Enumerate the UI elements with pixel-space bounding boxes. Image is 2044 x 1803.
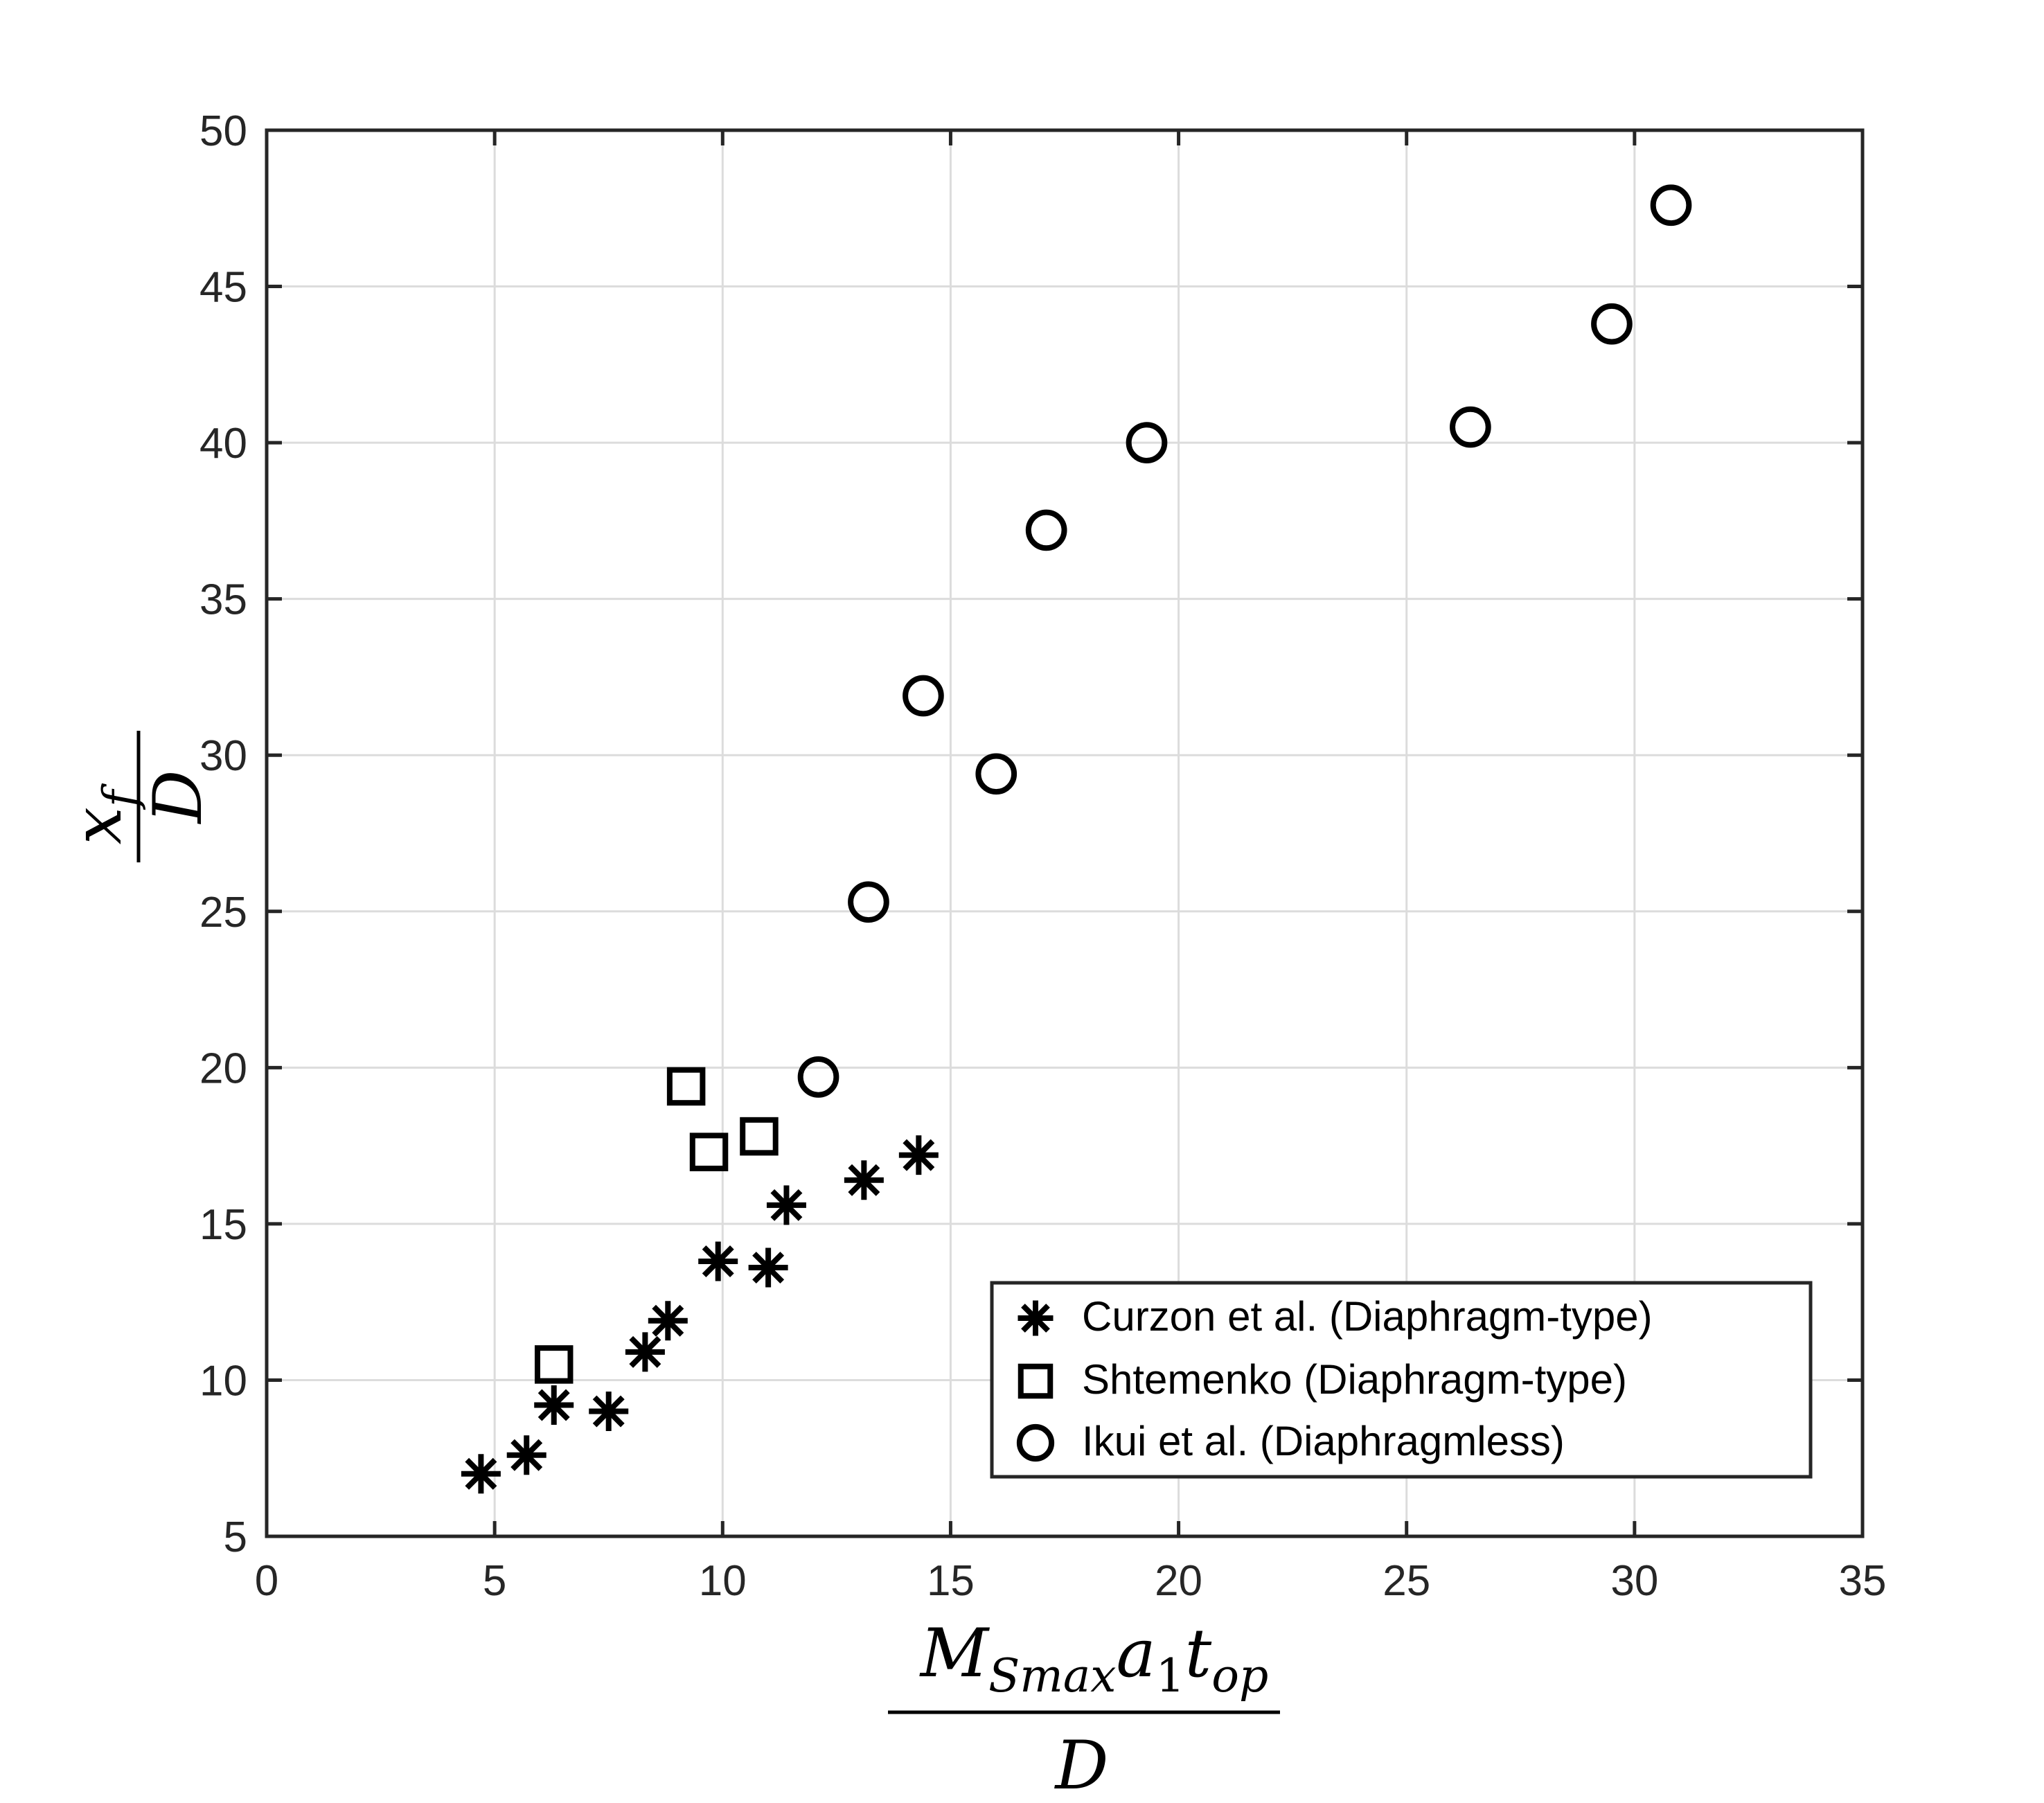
- x-axis-label: MSmaxa1top D: [888, 1615, 1280, 1803]
- data-point-square: [740, 1117, 779, 1156]
- x-tick-label: 5: [483, 1557, 506, 1605]
- data-point-circle: [848, 881, 889, 923]
- legend-label-shtemenko: Shtemenko (Diaphragm-type): [1082, 1356, 1627, 1403]
- legend-label-curzon: Curzon et al. (Diaphragm-type): [1082, 1293, 1653, 1340]
- y-tick-label: 5: [224, 1513, 247, 1561]
- data-point-asterisk: [461, 1454, 501, 1494]
- x-tick-label: 20: [1155, 1557, 1202, 1605]
- x-tick-label: 35: [1839, 1557, 1887, 1605]
- x-label-sub-1: 1: [1156, 1649, 1185, 1703]
- legend-symbol-asterisk: [1017, 1300, 1054, 1336]
- y-axis-label: xf D: [59, 731, 217, 862]
- y-tick-label: 15: [199, 1201, 247, 1249]
- y-label-denominator: D: [139, 770, 217, 825]
- y-tick-label: 30: [199, 732, 247, 780]
- data-point-asterisk: [748, 1247, 788, 1288]
- legend-marker-square: [1017, 1363, 1054, 1399]
- legend-label-ikui: Ikui et al. (Diaphragmless): [1082, 1418, 1565, 1464]
- data-point-circle: [1450, 406, 1491, 448]
- data-point-asterisk: [766, 1185, 806, 1225]
- x-label-numerator: MSmaxa1top: [919, 1615, 1268, 1703]
- data-point-asterisk: [625, 1332, 665, 1372]
- data-point-circle: [797, 1056, 839, 1098]
- y-tick-label: 45: [199, 264, 247, 312]
- legend-marker-asterisk: [1017, 1300, 1054, 1336]
- y-tick-label: 20: [199, 1045, 247, 1092]
- x-label-sub-op: op: [1211, 1649, 1268, 1703]
- data-point-circle: [1126, 422, 1168, 463]
- legend-marker-circle: [1016, 1423, 1055, 1462]
- legend: Curzon et al. (Diaphragm-type) Shtemenko…: [990, 1281, 1813, 1479]
- legend-symbol-square: [1017, 1363, 1054, 1399]
- y-tick-label: 25: [199, 889, 247, 936]
- data-point-circle: [903, 675, 944, 717]
- data-point-asterisk: [898, 1135, 939, 1175]
- data-point-circle: [1591, 303, 1633, 345]
- plot-area-frame: [265, 128, 1865, 1538]
- data-point-asterisk: [534, 1385, 574, 1425]
- x-tick-label: 0: [255, 1557, 278, 1605]
- data-point-asterisk: [589, 1392, 629, 1432]
- x-label-denominator: D: [1054, 1727, 1109, 1803]
- data-point-square: [534, 1345, 574, 1384]
- data-point-circle: [1650, 184, 1692, 227]
- x-tick-label: 25: [1383, 1557, 1430, 1605]
- x-tick-label: 10: [699, 1557, 747, 1605]
- y-label-numerator: xf: [59, 783, 147, 844]
- legend-box: [990, 1281, 1813, 1479]
- data-point-circle: [1025, 509, 1067, 551]
- y-tick-label: 50: [199, 107, 247, 155]
- data-point-asterisk: [698, 1241, 738, 1281]
- data-markers: [461, 184, 1692, 1494]
- data-point-asterisk: [648, 1301, 688, 1341]
- x-tick-label: 15: [927, 1557, 975, 1605]
- x-label-sub-smax: Smax: [988, 1649, 1116, 1703]
- data-point-asterisk: [506, 1435, 546, 1475]
- data-point-square: [689, 1133, 729, 1171]
- y-tick-label: 40: [199, 420, 247, 468]
- legend-symbol-circle: [1016, 1423, 1055, 1462]
- grid-lines: [267, 130, 1863, 1536]
- y-tick-label: 35: [199, 576, 247, 624]
- data-point-asterisk: [844, 1160, 884, 1200]
- y-tick-label: 10: [199, 1357, 247, 1405]
- data-point-circle: [975, 753, 1017, 795]
- data-point-square: [666, 1067, 706, 1106]
- x-tick-label: 30: [1610, 1557, 1658, 1605]
